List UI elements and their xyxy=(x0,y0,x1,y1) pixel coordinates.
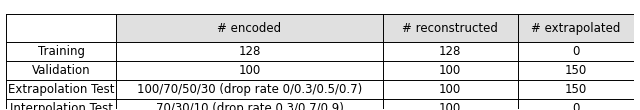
Text: 100: 100 xyxy=(439,83,461,96)
Bar xyxy=(6,14,116,42)
Text: 0: 0 xyxy=(572,45,579,58)
Text: 0: 0 xyxy=(572,102,579,110)
Text: Interpolation Test: Interpolation Test xyxy=(10,102,113,110)
Text: 70/30/10 (drop rate 0.3/0.7/0.9): 70/30/10 (drop rate 0.3/0.7/0.9) xyxy=(156,102,344,110)
Text: # reconstructed: # reconstructed xyxy=(402,22,498,35)
Text: 100/70/50/30 (drop rate 0/0.3/0.5/0.7): 100/70/50/30 (drop rate 0/0.3/0.5/0.7) xyxy=(137,83,362,96)
Text: 100: 100 xyxy=(439,102,461,110)
Text: # encoded: # encoded xyxy=(218,22,282,35)
Text: Extrapolation Test: Extrapolation Test xyxy=(8,83,115,96)
Text: 128: 128 xyxy=(238,45,260,58)
Text: 150: 150 xyxy=(564,64,587,77)
Bar xyxy=(6,14,634,42)
Text: # extrapolated: # extrapolated xyxy=(531,22,620,35)
Text: Validation: Validation xyxy=(32,64,91,77)
Text: 128: 128 xyxy=(439,45,461,58)
Text: Training: Training xyxy=(38,45,84,58)
Text: 100: 100 xyxy=(238,64,260,77)
Text: 150: 150 xyxy=(564,83,587,96)
Text: 100: 100 xyxy=(439,64,461,77)
